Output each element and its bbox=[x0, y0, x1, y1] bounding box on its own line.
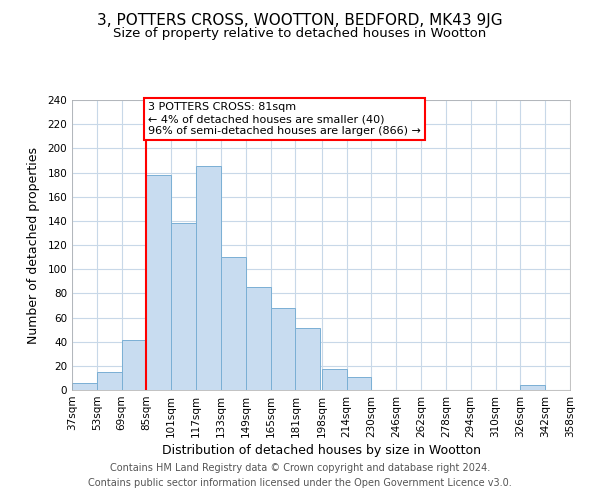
Text: Size of property relative to detached houses in Wootton: Size of property relative to detached ho… bbox=[113, 28, 487, 40]
Bar bbox=[122, 340, 146, 390]
Bar bbox=[72, 383, 97, 390]
Y-axis label: Number of detached properties: Number of detached properties bbox=[28, 146, 40, 344]
Text: 3 POTTERS CROSS: 81sqm
← 4% of detached houses are smaller (40)
96% of semi-deta: 3 POTTERS CROSS: 81sqm ← 4% of detached … bbox=[148, 102, 421, 136]
Bar bbox=[221, 257, 246, 390]
Bar bbox=[171, 223, 196, 390]
Text: 3, POTTERS CROSS, WOOTTON, BEDFORD, MK43 9JG: 3, POTTERS CROSS, WOOTTON, BEDFORD, MK43… bbox=[97, 12, 503, 28]
Bar bbox=[146, 175, 171, 390]
Bar bbox=[347, 376, 371, 390]
Bar bbox=[295, 328, 320, 390]
Bar bbox=[196, 166, 221, 390]
Bar bbox=[271, 308, 295, 390]
Bar bbox=[97, 372, 122, 390]
Bar bbox=[322, 370, 347, 390]
Bar bbox=[246, 288, 271, 390]
X-axis label: Distribution of detached houses by size in Wootton: Distribution of detached houses by size … bbox=[161, 444, 481, 457]
Text: Contains HM Land Registry data © Crown copyright and database right 2024.
Contai: Contains HM Land Registry data © Crown c… bbox=[88, 462, 512, 487]
Bar bbox=[520, 385, 545, 390]
